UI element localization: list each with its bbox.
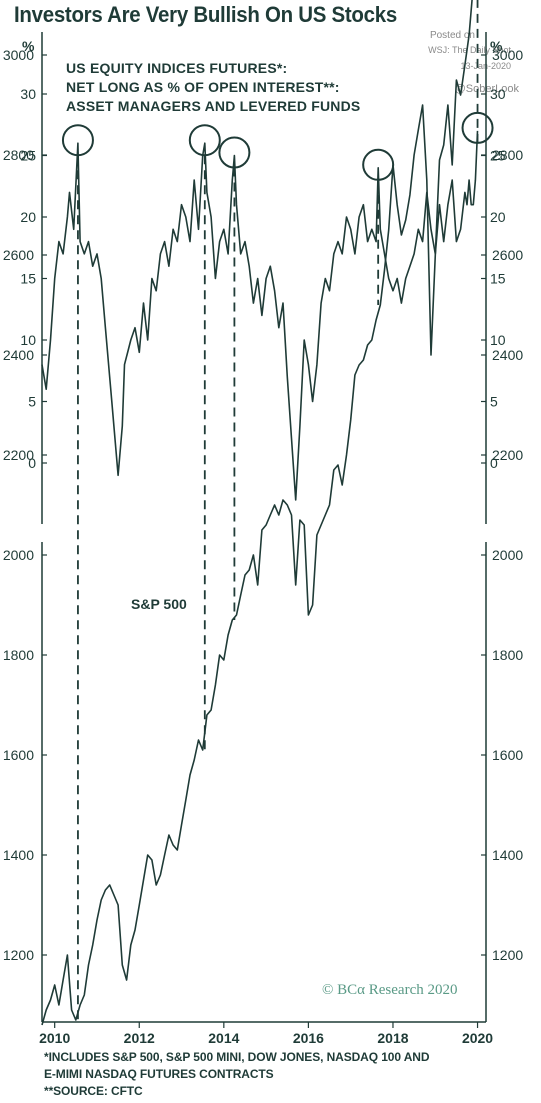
top-ytick-label-right-15: 15	[490, 271, 506, 287]
top-ytick-label-left-30: 30	[20, 86, 36, 102]
footnote-line1: *INCLUDES S&P 500, S&P 500 MINI, DOW JON…	[44, 1050, 430, 1064]
bottom-ytick-label-right-1400: 1400	[492, 847, 523, 863]
y-unit-right: %	[490, 38, 503, 54]
bottom-ytick-label-left-2400: 2400	[3, 347, 34, 363]
bottom-ytick-label-left-2000: 2000	[3, 547, 34, 563]
bottom-ytick-label-left-2800: 2800	[3, 147, 34, 163]
footnote-line2: E-MIMI NASDAQ FUTURES CONTRACTS	[44, 1067, 274, 1081]
bottom-ytick-label-left-2200: 2200	[3, 447, 34, 463]
bottom-ytick-label-left-1200: 1200	[3, 947, 34, 963]
top-ytick-label-right-5: 5	[490, 394, 498, 410]
xtick-label-2020: 2020	[462, 1030, 493, 1046]
top-ytick-label-right-25: 25	[490, 148, 506, 164]
top-series-line	[41, 130, 479, 501]
xtick-label-2014: 2014	[208, 1030, 239, 1046]
bottom-ytick-label-right-1800: 1800	[492, 647, 523, 663]
top-ytick-label-right-0: 0	[490, 455, 498, 471]
top-ytick-label-right-20: 20	[490, 209, 506, 225]
top-ytick-label-left-20: 20	[20, 209, 36, 225]
top-ytick-label-left-10: 10	[20, 332, 36, 348]
credit-source: WSJ: The Daily Shot	[428, 45, 511, 55]
top-panel-label-line2: NET LONG AS % OF OPEN INTEREST**:	[66, 79, 340, 95]
top-ytick-label-right-10: 10	[490, 332, 506, 348]
xtick-label-2010: 2010	[39, 1030, 70, 1046]
bottom-ytick-label-left-3000: 3000	[3, 47, 34, 63]
top-ytick-label-left-5: 5	[28, 394, 36, 410]
top-panel-label-line1: US EQUITY INDICES FUTURES*:	[66, 60, 288, 76]
xtick-label-2018: 2018	[377, 1030, 408, 1046]
sp500-label: S&P 500	[131, 596, 187, 612]
top-ytick-label-left-0: 0	[28, 455, 36, 471]
bottom-ytick-label-right-2200: 2200	[492, 447, 523, 463]
top-ytick-label-left-25: 25	[20, 148, 36, 164]
bottom-ytick-label-right-2000: 2000	[492, 547, 523, 563]
bottom-ytick-label-left-2600: 2600	[3, 247, 34, 263]
bottom-ytick-label-right-2400: 2400	[492, 347, 523, 363]
footnote-line3: **SOURCE: CFTC	[44, 1084, 143, 1098]
y-unit-left: %	[22, 38, 35, 54]
bottom-ytick-label-left-1800: 1800	[3, 647, 34, 663]
xtick-label-2016: 2016	[293, 1030, 324, 1046]
bottom-ytick-label-right-3000: 3000	[492, 47, 523, 63]
xtick-label-2012: 2012	[124, 1030, 155, 1046]
credit-handle: @SoberLook	[454, 83, 519, 95]
top-ytick-label-left-15: 15	[20, 271, 36, 287]
bottom-ytick-label-right-2600: 2600	[492, 247, 523, 263]
bottom-ytick-label-right-2800: 2800	[492, 147, 523, 163]
bottom-ytick-label-left-1600: 1600	[3, 747, 34, 763]
bottom-ytick-label-right-1200: 1200	[492, 947, 523, 963]
brand-watermark: © BCα Research 2020	[322, 982, 458, 998]
top-panel-label-line3: ASSET MANAGERS AND LEVERED FUNDS	[66, 98, 361, 114]
chart-title: Investors Are Very Bullish On US Stocks	[14, 2, 397, 27]
top-ytick-label-right-30: 30	[490, 86, 506, 102]
bottom-ytick-label-left-1400: 1400	[3, 847, 34, 863]
bottom-ytick-label-right-1600: 1600	[492, 747, 523, 763]
sp500-series-line	[41, 0, 473, 1026]
credit-posted-on: Posted on	[429, 30, 475, 41]
